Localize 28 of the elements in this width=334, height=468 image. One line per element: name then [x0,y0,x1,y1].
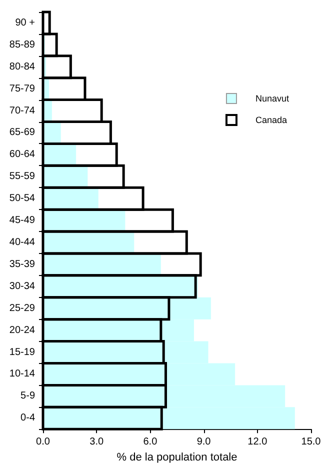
x-tick-label: 15.0 [301,436,322,448]
y-tick-label: 40-44 [9,237,36,248]
y-tick-label: 65-69 [9,127,36,138]
y-tick-label: 75-79 [9,83,36,94]
y-tick-label: 70-74 [9,105,36,116]
x-tick-label: 12.0 [248,436,268,448]
y-tick-label: 5-9 [20,390,36,402]
y-tick-label: 20-24 [9,324,36,336]
y-tick-label: 10-14 [9,368,36,380]
y-tick-label: 85-89 [9,39,36,50]
x-tick-label: 3.0 [90,436,104,448]
y-tick-label: 35-39 [9,258,36,270]
x-tick-label: 9.0 [196,436,212,448]
y-tick-label: 80-84 [9,61,36,72]
y-tick-label: 90 + [15,17,36,28]
y-tick-label: 25-29 [9,302,36,314]
y-tick-label: 60-64 [9,149,36,160]
legend-label: Canada [255,115,288,125]
x-tick-label: 0.0 [36,436,50,448]
y-tick-label: 55-59 [9,171,36,182]
y-tick-label: 50-54 [9,193,36,204]
y-tick-label: 45-49 [9,215,36,226]
y-tick-label: 0-4 [20,412,36,424]
y-tick-label: 30-34 [9,280,36,292]
y-tick-label: 15-19 [9,346,36,358]
x-tick-label: 6.0 [143,436,158,448]
x-axis-title: % de la population totale [116,452,238,464]
legend-label: Nunavut [255,94,290,104]
